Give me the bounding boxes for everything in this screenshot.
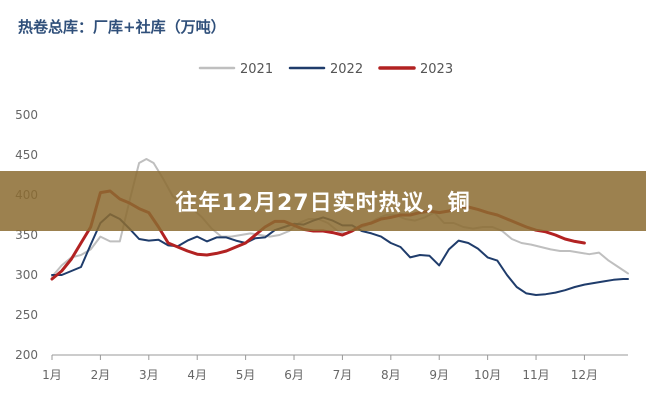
x-tick-label: 3月 [139,368,159,382]
x-tick-label: 10月 [474,368,501,382]
y-tick-label: 300 [15,268,38,282]
y-tick-label: 200 [15,348,38,362]
x-tick-label: 9月 [429,368,449,382]
x-tick-label: 5月 [236,368,256,382]
x-tick-label: 7月 [333,368,353,382]
y-tick-label: 450 [15,148,38,162]
x-tick-label: 4月 [187,368,207,382]
series-line-2021 [51,158,629,278]
y-axis: 200250300350400450500 [15,108,38,362]
x-tick-label: 6月 [284,368,304,382]
x-tick-label: 1月 [42,368,62,382]
chart-legend: 2021 2022 2023 [198,62,453,77]
x-tick-label: 2月 [91,368,111,382]
x-axis: 1月 2月 3月 4月 5月 6月 7月 8月 9月 10月 11月 12月 [42,354,628,382]
y-tick-label: 500 [15,108,38,122]
headline-text: 往年12月27日实时热议，铜 [175,191,471,216]
x-tick-label: 12月 [571,368,598,382]
x-tick-label: 11月 [522,368,549,382]
y-tick-label: 250 [15,308,38,322]
y-tick-label: 350 [15,228,38,242]
legend-label-2023: 2023 [420,62,453,77]
chart-title: 热卷总库：厂库+社库（万吨） [18,18,226,36]
x-tick-label: 8月 [381,368,401,382]
headline-banner: 往年12月27日实时热议，铜 [0,171,646,231]
legend-label-2022: 2022 [330,62,363,77]
legend-label-2021: 2021 [240,62,273,77]
